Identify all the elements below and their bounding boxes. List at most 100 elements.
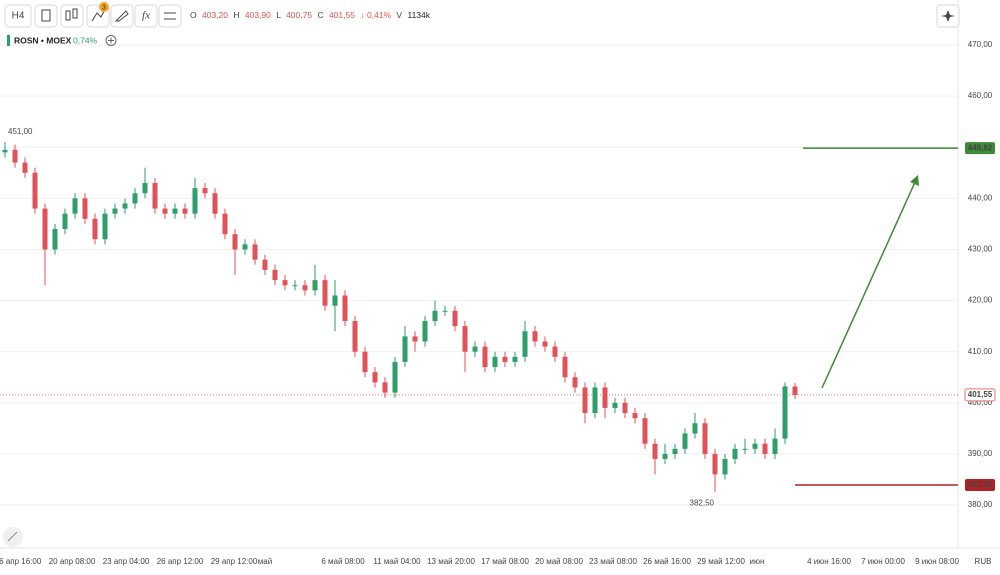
price-tag (965, 142, 995, 155)
o-value: 403,20 (202, 10, 228, 20)
candle-body (72, 198, 78, 214)
x-tick-label: 9 июн 08:00 (915, 557, 959, 566)
icon (72, 8, 78, 19)
candle-body (752, 443, 758, 449)
candle-body (352, 321, 358, 352)
candle-body (552, 346, 558, 357)
change: ↓ 0,41% (360, 10, 391, 20)
add-button[interactable] (105, 35, 117, 46)
y-tick-label: 420,00 (968, 296, 993, 305)
candle-body (322, 280, 328, 306)
interval-button[interactable] (4, 4, 32, 28)
draw-button[interactable] (3, 527, 23, 547)
x-tick-label: 29 апр 12:00 (211, 557, 258, 566)
candle-body (462, 326, 468, 352)
candle-body (762, 443, 768, 454)
x-tick-label: 23 май 08:00 (589, 557, 637, 566)
interval[interactable]: H4 (12, 11, 25, 22)
v-value: 1134k (407, 10, 430, 20)
icon (65, 10, 71, 21)
ticker[interactable]: ROSN • MOEX (14, 35, 72, 45)
extreme-label: 451,00 (8, 127, 33, 136)
candle-body (142, 183, 148, 194)
icon (164, 12, 176, 20)
candle-body (452, 310, 458, 327)
x-tick-label: 4 июн 16:00 (807, 557, 851, 566)
icon: fx (142, 10, 150, 22)
icon (91, 10, 105, 22)
candle-body (782, 386, 788, 439)
icon (108, 37, 114, 44)
candle-body (482, 346, 488, 368)
candle-body (272, 269, 278, 281)
candle-body (302, 285, 308, 291)
candle-body (32, 172, 38, 209)
candle-body (532, 331, 538, 342)
candle-body (122, 203, 128, 209)
candle-body (282, 280, 288, 286)
h-label: H (233, 10, 239, 20)
icon (114, 10, 129, 22)
candle-body (262, 259, 268, 270)
candle-body (252, 244, 258, 260)
x-tick-label: 16 апр 16:00 (0, 557, 42, 566)
y-tick-label: 470,00 (968, 40, 993, 49)
icon (41, 9, 51, 22)
candle-body (422, 321, 428, 342)
candle-body (692, 423, 698, 434)
x-tick-label: 29 май 12:00 (697, 557, 745, 566)
candle-body (442, 310, 448, 312)
candle-body (92, 218, 98, 240)
candle-body (152, 183, 158, 209)
candle-body (622, 402, 628, 414)
button[interactable] (158, 4, 182, 28)
candle-body (342, 295, 348, 322)
candle-body (382, 382, 388, 393)
h-value: 403,90 (245, 10, 271, 20)
candle-body (652, 443, 658, 460)
badge-count: 3 (102, 4, 106, 11)
ticker-change: 0,74% (73, 35, 98, 45)
candle-body (672, 448, 678, 454)
x-tick-label: май (258, 557, 272, 566)
candle-body (112, 208, 118, 214)
y-tick-label: 460,00 (968, 91, 993, 100)
price-tag (965, 479, 995, 492)
x-tick-label: 17 май 08:00 (481, 557, 529, 566)
candle-body (372, 372, 378, 383)
button[interactable] (134, 4, 158, 28)
candle-body (52, 229, 58, 250)
candle-body (592, 387, 598, 414)
candle-body (172, 208, 178, 214)
x-tick-label: 23 апр 04:00 (103, 557, 150, 566)
c-label: C (317, 10, 323, 20)
y-tick-label: 400,00 (968, 398, 993, 407)
candle-body (132, 193, 138, 204)
button[interactable] (110, 4, 134, 28)
y-tick-label: 380,00 (968, 500, 993, 509)
candle-body (632, 413, 638, 419)
arrow-head (910, 175, 919, 186)
candle-body (522, 331, 528, 357)
ticker-marker (7, 35, 10, 46)
price-tag (964, 388, 996, 402)
x-tick-label: 13 май 20:00 (427, 557, 475, 566)
x-tick-label: 6 май 08:00 (321, 557, 365, 566)
ohlc-header: O 403,20 H 403,90 L 400,75 C 401,55 ↓ 0,… (190, 10, 431, 20)
y-tick-label: 440,00 (968, 193, 993, 202)
candle-body (212, 193, 218, 214)
candle-body (12, 149, 18, 163)
c-value: 401,55 (329, 10, 355, 20)
x-tick-label: 11 май 04:00 (373, 557, 421, 566)
candle-body (712, 453, 718, 475)
y-tick-label: 430,00 (968, 245, 993, 254)
candle-body (572, 377, 578, 388)
candle-body (772, 438, 778, 454)
candle-body (492, 356, 498, 368)
candle-body (682, 433, 688, 449)
button[interactable] (34, 4, 58, 28)
l-value: 400,75 (286, 10, 312, 20)
button[interactable] (60, 4, 84, 28)
price-tag-label: 383,92 (968, 480, 993, 489)
